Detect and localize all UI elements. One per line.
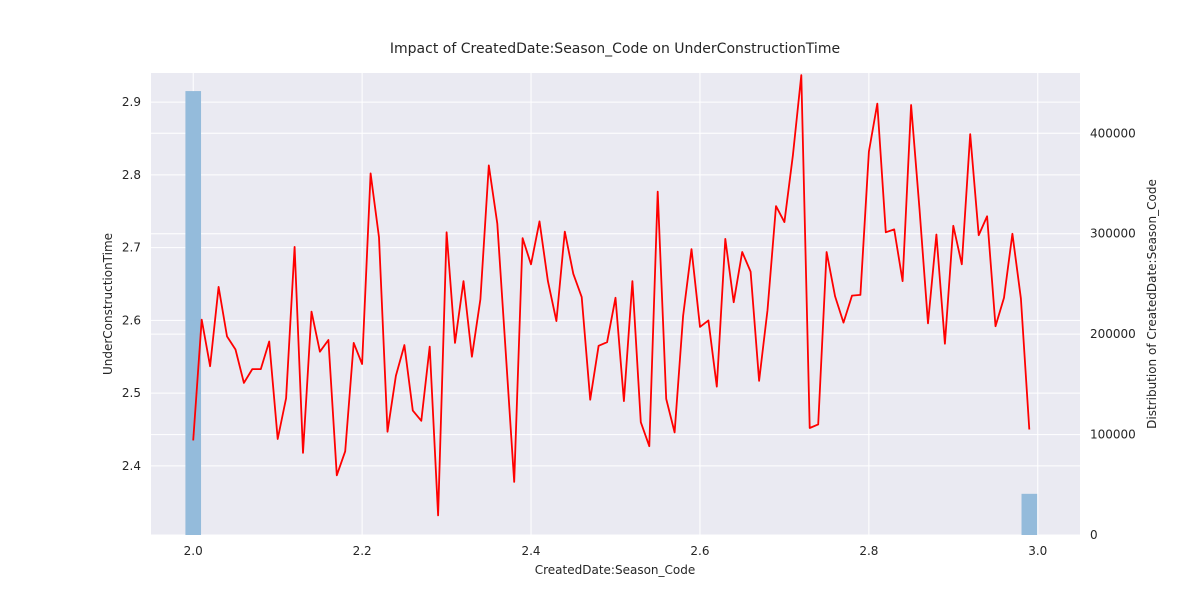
y-tick-label: 2.7 — [122, 241, 141, 255]
x-tick-label: 2.0 — [184, 544, 203, 558]
chart-title: Impact of CreatedDate:Season_Code on Und… — [390, 41, 840, 57]
y-tick-label: 2.4 — [122, 459, 141, 473]
y2-tick-label: 0 — [1090, 528, 1098, 542]
distribution-bar — [1021, 493, 1038, 535]
x-tick-label: 2.4 — [521, 544, 540, 558]
y2-tick-label: 200000 — [1090, 327, 1136, 341]
x-tick-label: 2.6 — [690, 544, 709, 558]
y2-tick-label: 300000 — [1090, 227, 1136, 241]
y2-tick-label: 400000 — [1090, 126, 1136, 140]
y-tick-label: 2.5 — [122, 386, 141, 400]
x-tick-labels: 2.0 2.2 2.4 2.6 2.8 3.0 — [184, 544, 1048, 558]
series-line — [192, 74, 1031, 517]
x-tick-label: 2.2 — [353, 544, 372, 558]
y2-tick-label: 100000 — [1090, 428, 1136, 442]
distribution-bar — [185, 91, 202, 536]
y-tick-label: 2.9 — [122, 95, 141, 109]
y2-tick-labels: 0 100000 200000 300000 400000 — [1090, 126, 1136, 542]
y-tick-labels: 2.4 2.5 2.6 2.7 2.8 2.9 — [122, 95, 141, 473]
x-tick-label: 2.8 — [859, 544, 878, 558]
y2-axis-label: Distribution of CreatedDate:Season_Code — [1145, 179, 1159, 429]
y-tick-label: 2.8 — [122, 168, 141, 182]
x-tick-label: 3.0 — [1028, 544, 1047, 558]
distribution-bars — [185, 91, 1038, 536]
y-axis-label: UnderConstructionTime — [101, 233, 115, 375]
y-tick-label: 2.6 — [122, 313, 141, 327]
x-axis-label: CreatedDate:Season_Code — [535, 563, 696, 577]
